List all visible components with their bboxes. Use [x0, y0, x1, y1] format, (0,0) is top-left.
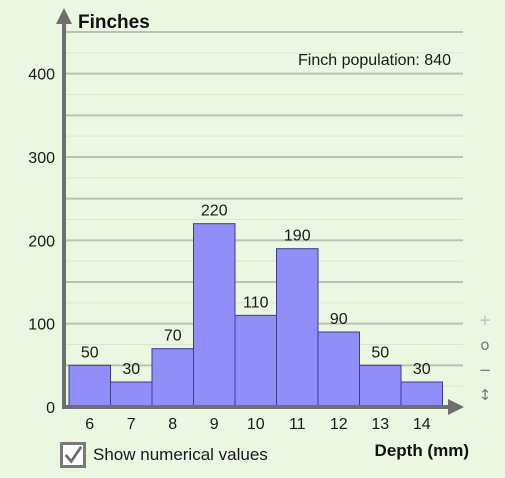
zoom-controls: + o − ↕ [474, 308, 496, 408]
data-label: 110 [243, 294, 269, 311]
show-values-toggle[interactable]: Show numerical values [60, 442, 268, 468]
reset-zoom-icon[interactable]: o [480, 336, 490, 354]
x-tick-label: 7 [127, 416, 136, 433]
population-annotation: Finch population: 840 [298, 52, 451, 69]
bar-8 [151, 348, 194, 408]
bar-13 [359, 364, 402, 408]
zoom-out-icon[interactable]: − [478, 361, 492, 379]
bar-12 [317, 331, 360, 408]
bar-7 [110, 381, 153, 408]
x-tick-label: 10 [247, 416, 265, 433]
y-tick-label: 100 [28, 317, 55, 334]
data-label: 50 [371, 344, 389, 361]
x-tick-label: 9 [210, 416, 219, 433]
bar-6 [68, 364, 111, 408]
bar-11 [276, 248, 319, 408]
show-values-label: Show numerical values [93, 445, 268, 464]
data-label: 70 [164, 328, 182, 345]
y-axis-arrow [56, 8, 72, 24]
x-tick-label: 14 [413, 416, 431, 433]
data-label: 90 [330, 311, 348, 328]
x-tick-label: 12 [330, 416, 348, 433]
bar-9 [193, 223, 236, 408]
y-tick-label: 300 [28, 150, 55, 167]
x-tick-label: 13 [371, 416, 389, 433]
zoom-in-icon[interactable]: + [478, 311, 492, 329]
y-tick-label: 0 [46, 400, 55, 417]
y-tick-label: 200 [28, 233, 55, 250]
checkmark-icon [64, 446, 83, 464]
bar-10 [234, 314, 277, 408]
x-axis-arrow [448, 399, 464, 415]
x-tick-labels: 6 7 8 9 10 11 12 13 14 [85, 416, 430, 433]
data-label: 50 [81, 344, 99, 361]
x-tick-label: 8 [168, 416, 177, 433]
data-label: 30 [413, 361, 431, 378]
y-axis-title: Finches [78, 12, 150, 33]
data-labels: 50 30 70 220 110 190 90 50 30 [81, 203, 431, 378]
y-tick-labels: 0 100 200 300 400 [28, 67, 55, 417]
grid-lines [64, 31, 463, 387]
data-label: 190 [284, 228, 311, 245]
x-axis-title: Depth (mm) [375, 441, 469, 460]
y-tick-label: 400 [28, 67, 55, 84]
data-label: 30 [122, 361, 140, 378]
show-values-checkbox[interactable] [60, 442, 86, 468]
data-label: 220 [201, 203, 228, 220]
bars [68, 223, 443, 408]
pan-icon[interactable]: ↕ [478, 386, 492, 404]
bar-14 [400, 381, 443, 408]
x-tick-label: 11 [289, 416, 306, 433]
x-tick-label: 6 [85, 416, 94, 433]
